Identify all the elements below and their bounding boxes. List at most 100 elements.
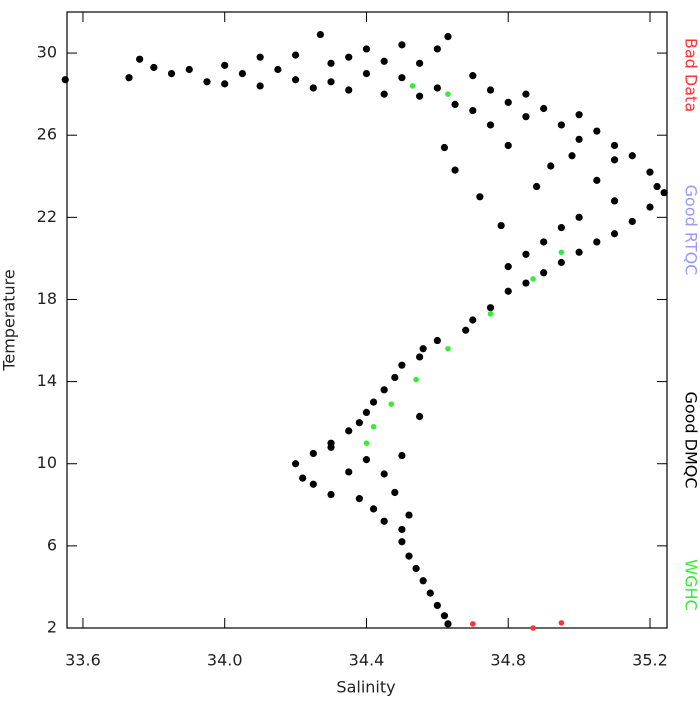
x-tick-label: 34.4 — [349, 651, 385, 670]
data-point — [356, 495, 363, 502]
data-point — [371, 424, 377, 430]
legend-label: Bad Data — [682, 38, 700, 112]
data-point — [487, 304, 494, 311]
data-point — [398, 526, 405, 533]
data-point — [412, 565, 419, 572]
x-tick-label: 35.2 — [632, 651, 668, 670]
data-point — [487, 86, 494, 93]
data-point — [505, 288, 512, 295]
data-point — [410, 83, 416, 89]
data-point — [505, 263, 512, 270]
data-point — [310, 481, 317, 488]
data-point — [593, 238, 600, 245]
data-point — [398, 74, 405, 81]
data-point — [559, 249, 565, 255]
data-point — [593, 177, 600, 184]
data-point — [363, 45, 370, 52]
data-point — [470, 621, 476, 627]
data-point — [469, 107, 476, 114]
data-point — [488, 311, 494, 317]
data-point — [292, 76, 299, 83]
data-point — [427, 589, 434, 596]
data-point — [530, 276, 536, 282]
data-point — [327, 78, 334, 85]
data-point — [540, 269, 547, 276]
data-point — [257, 82, 264, 89]
y-tick-label: 2 — [47, 618, 57, 637]
y-tick-label: 10 — [37, 453, 57, 472]
data-point — [327, 444, 334, 451]
y-tick-label: 26 — [37, 125, 57, 144]
data-point — [522, 91, 529, 98]
data-point — [405, 553, 412, 560]
data-point — [611, 197, 618, 204]
data-point — [420, 577, 427, 584]
y-tick-label: 22 — [37, 207, 57, 226]
plot-frame — [67, 12, 667, 628]
x-tick-label: 34.8 — [490, 651, 526, 670]
data-point — [576, 136, 583, 143]
x-tick-label: 34.0 — [207, 651, 243, 670]
data-point — [661, 189, 668, 196]
data-point — [388, 401, 394, 407]
data-point — [434, 602, 441, 609]
data-point — [522, 251, 529, 258]
data-point — [576, 111, 583, 118]
data-point — [168, 70, 175, 77]
data-point — [416, 353, 423, 360]
data-point — [434, 45, 441, 52]
data-point — [292, 460, 299, 467]
data-point — [416, 413, 423, 420]
legend-label: Good RTQC — [682, 185, 700, 276]
y-tick-label: 18 — [37, 289, 57, 308]
data-point — [363, 409, 370, 416]
data-point — [398, 362, 405, 369]
data-point — [547, 162, 554, 169]
data-point — [125, 74, 132, 81]
data-point — [405, 511, 412, 518]
data-point — [646, 203, 653, 210]
data-point — [593, 127, 600, 134]
data-point — [381, 470, 388, 477]
data-point — [629, 152, 636, 159]
data-point — [444, 620, 451, 627]
data-point — [327, 491, 334, 498]
data-point — [576, 214, 583, 221]
data-point — [274, 66, 281, 73]
data-point — [398, 41, 405, 48]
data-point — [413, 377, 419, 383]
data-point — [416, 60, 423, 67]
data-point — [505, 99, 512, 106]
data-point — [420, 345, 427, 352]
data-point — [444, 33, 451, 40]
x-axis-label: Salinity — [336, 678, 395, 697]
data-point — [345, 468, 352, 475]
data-point — [257, 54, 264, 61]
data-point — [487, 121, 494, 128]
y-tick-label: 6 — [47, 535, 57, 554]
data-point — [530, 625, 536, 631]
data-point — [391, 489, 398, 496]
y-tick-label: 30 — [37, 43, 57, 62]
data-point — [559, 620, 565, 626]
data-point — [611, 142, 618, 149]
data-point — [558, 259, 565, 266]
data-point — [239, 70, 246, 77]
data-point — [469, 316, 476, 323]
data-point — [391, 374, 398, 381]
data-point — [299, 475, 306, 482]
data-point — [441, 144, 448, 151]
data-point — [317, 31, 324, 38]
y-axis-label: Temperature — [0, 269, 19, 371]
data-point — [629, 218, 636, 225]
data-point — [136, 56, 143, 63]
data-point — [469, 72, 476, 79]
data-point — [345, 427, 352, 434]
data-point — [62, 76, 69, 83]
data-point — [576, 249, 583, 256]
data-point — [381, 58, 388, 65]
data-point — [364, 440, 370, 446]
data-point — [498, 222, 505, 229]
data-point — [445, 346, 451, 352]
